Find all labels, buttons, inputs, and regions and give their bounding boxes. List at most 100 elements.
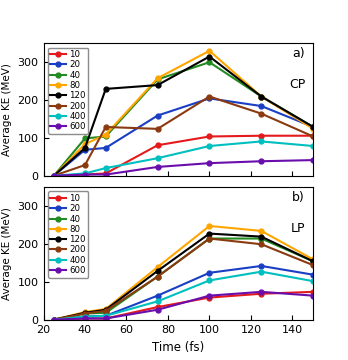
10 [156,305,160,309]
600 [156,307,160,312]
120 [104,307,108,312]
600 [311,158,315,162]
80 [156,76,160,80]
40 [52,174,56,178]
40 [83,311,87,316]
120 [104,87,108,91]
Legend: 10, 20, 40, 80, 120, 200, 400, 600: 10, 20, 40, 80, 120, 200, 400, 600 [48,48,88,134]
200 [156,274,160,279]
20 [83,148,87,152]
40 [104,134,108,139]
Line: 10: 10 [52,133,316,178]
20 [207,271,212,275]
Line: 80: 80 [52,224,316,322]
400 [156,156,160,160]
40 [311,259,315,264]
10 [104,316,108,321]
Line: 20: 20 [52,96,316,178]
80 [259,94,263,99]
40 [104,311,108,315]
600 [52,318,56,322]
Line: 40: 40 [52,60,316,178]
10 [207,296,212,300]
10 [156,143,160,147]
Line: 120: 120 [52,54,316,178]
10 [311,134,315,138]
20 [259,104,263,108]
120 [207,54,212,59]
20 [83,314,87,319]
120 [259,234,263,239]
10 [207,134,212,139]
40 [52,318,56,322]
40 [156,274,160,279]
200 [156,127,160,131]
400 [104,166,108,170]
600 [207,161,212,165]
400 [83,314,87,319]
Line: 400: 400 [52,139,316,178]
10 [259,292,263,296]
80 [104,307,108,311]
20 [259,264,263,268]
400 [259,139,263,144]
10 [311,290,315,294]
80 [104,132,108,137]
400 [311,144,315,148]
200 [83,311,87,316]
Line: 400: 400 [52,269,316,322]
600 [104,172,108,177]
200 [259,112,263,116]
20 [207,96,212,100]
200 [311,134,315,139]
600 [259,159,263,163]
20 [52,174,56,178]
600 [259,290,263,294]
10 [83,172,87,177]
Y-axis label: Average KE (MeV): Average KE (MeV) [2,63,12,156]
200 [207,94,212,99]
120 [83,146,87,150]
400 [207,278,212,283]
Line: 120: 120 [52,231,316,322]
Line: 40: 40 [52,236,316,322]
600 [83,172,87,177]
40 [311,125,315,129]
20 [52,318,56,322]
Line: 600: 600 [52,158,316,178]
400 [104,314,108,318]
10 [83,316,87,321]
10 [104,171,108,176]
10 [259,134,263,138]
120 [311,259,315,264]
600 [104,316,108,321]
120 [259,94,263,99]
Line: 200: 200 [52,236,316,322]
40 [207,237,212,241]
400 [207,144,212,148]
10 [52,318,56,322]
600 [83,316,87,321]
200 [207,237,212,241]
400 [83,171,87,176]
40 [259,237,263,241]
200 [52,174,56,178]
400 [259,270,263,274]
80 [83,310,87,314]
200 [52,318,56,322]
Text: b): b) [292,191,305,204]
20 [311,273,315,277]
80 [259,229,263,233]
600 [52,174,56,178]
40 [259,94,263,99]
80 [52,318,56,322]
80 [207,49,212,53]
Text: LP: LP [291,222,305,235]
400 [52,318,56,322]
20 [104,146,108,150]
20 [156,113,160,118]
Line: 200: 200 [52,94,316,178]
120 [207,231,212,236]
400 [156,299,160,303]
10 [52,174,56,178]
